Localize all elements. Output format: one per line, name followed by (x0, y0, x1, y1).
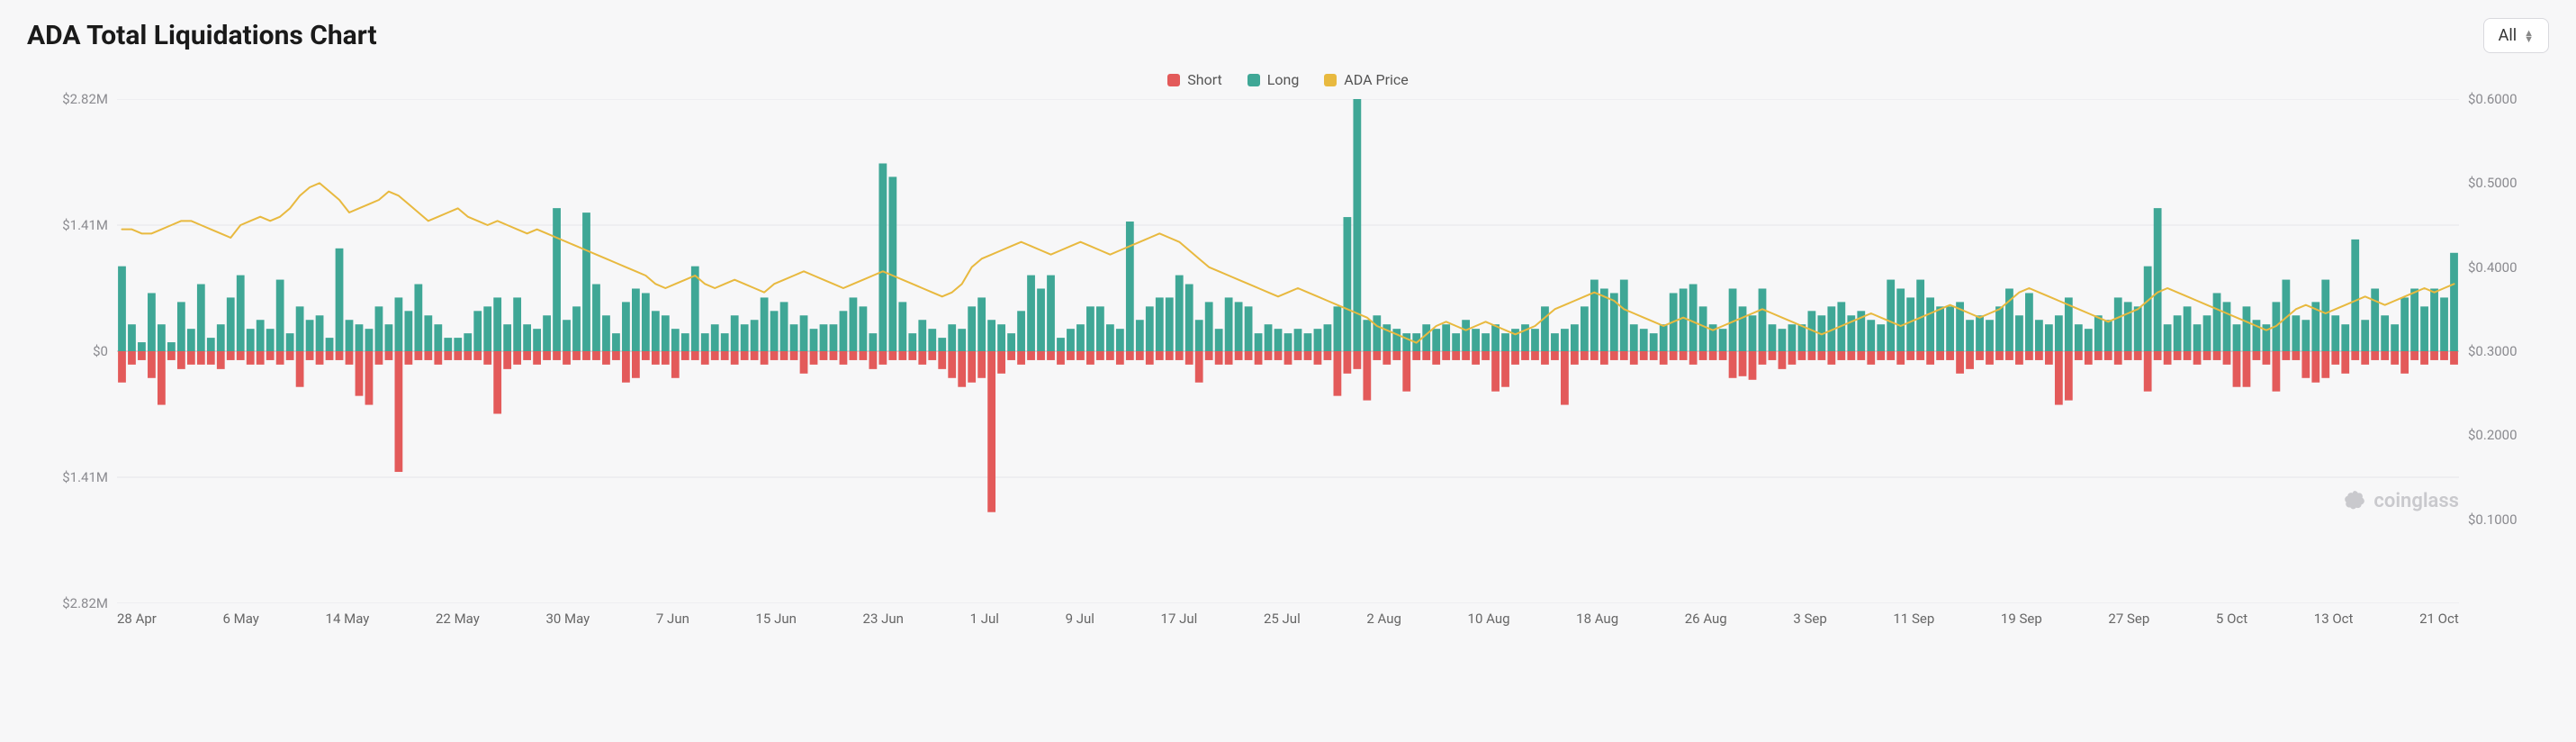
chart-body: $2.82M$1.41M$0$1.41M$2.82M coinglass $0.… (27, 99, 2549, 603)
liquidations-chart-container: ADA Total Liquidations Chart All ▲▼ Shor… (27, 18, 2549, 627)
x-tick-label: 3 Sep (1793, 611, 1826, 627)
y-right-tick: $0.1000 (2468, 511, 2549, 528)
x-tick-label: 11 Sep (1893, 611, 1934, 627)
chart-title: ADA Total Liquidations Chart (27, 20, 377, 51)
legend-label-long: Long (1267, 71, 1300, 88)
x-tick-label: 28 Apr (117, 611, 157, 627)
y-left-tick: $0 (27, 343, 108, 359)
x-tick-label: 6 May (223, 611, 259, 627)
x-axis-labels: 28 Apr 6 May 14 May 22 May 30 May 7 Jun 15 Jun… (117, 611, 2459, 627)
x-tick-label: 9 Jul (1066, 611, 1094, 627)
x-tick-label: 19 Sep (2001, 611, 2042, 627)
chart-legend: Short Long ADA Price (27, 71, 2549, 88)
x-tick-label: 26 Aug (1685, 611, 1727, 627)
legend-item-price[interactable]: ADA Price (1324, 71, 1408, 88)
x-tick-label: 21 Oct (2419, 611, 2459, 627)
y-right-tick: $0.4000 (2468, 259, 2549, 276)
range-label: All (2499, 26, 2517, 45)
x-tick-label: 17 Jul (1161, 611, 1198, 627)
y-right-tick: $0.6000 (2468, 91, 2549, 107)
range-selector[interactable]: All ▲▼ (2483, 18, 2549, 53)
legend-item-long[interactable]: Long (1247, 71, 1300, 88)
chart-header: ADA Total Liquidations Chart All ▲▼ (27, 18, 2549, 53)
legend-label-short: Short (1187, 71, 1221, 88)
x-tick-label: 15 Jun (756, 611, 797, 627)
chart-plot[interactable] (117, 99, 2459, 603)
updown-icon: ▲▼ (2524, 30, 2534, 42)
x-tick-label: 13 Oct (2314, 611, 2354, 627)
x-tick-label: 14 May (326, 611, 370, 627)
x-tick-label: 7 Jun (656, 611, 689, 627)
y-left-tick: $1.41M (27, 217, 108, 233)
x-tick-label: 10 Aug (1468, 611, 1510, 627)
x-tick-label: 22 May (436, 611, 480, 627)
legend-swatch-price (1324, 74, 1337, 86)
legend-swatch-long (1247, 74, 1260, 86)
y-right-tick: $0.2000 (2468, 427, 2549, 443)
y-right-axis: $0.1000$0.2000$0.3000$0.4000$0.5000$0.60… (2468, 99, 2549, 603)
y-left-tick: $1.41M (27, 469, 108, 485)
y-left-axis: $2.82M$1.41M$0$1.41M$2.82M (27, 99, 108, 603)
y-left-tick: $2.82M (27, 595, 108, 611)
legend-label-price: ADA Price (1344, 71, 1408, 88)
x-tick-label: 2 Aug (1366, 611, 1401, 627)
x-tick-label: 18 Aug (1576, 611, 1618, 627)
x-tick-label: 1 Jul (970, 611, 999, 627)
x-tick-label: 5 Oct (2216, 611, 2247, 627)
y-right-tick: $0.3000 (2468, 343, 2549, 359)
x-tick-label: 23 Jun (863, 611, 904, 627)
y-right-tick: $0.5000 (2468, 175, 2549, 191)
y-left-tick: $2.82M (27, 91, 108, 107)
x-tick-label: 30 May (545, 611, 590, 627)
x-tick-label: 27 Sep (2108, 611, 2149, 627)
legend-item-short[interactable]: Short (1167, 71, 1221, 88)
legend-swatch-short (1167, 74, 1180, 86)
x-tick-label: 25 Jul (1264, 611, 1301, 627)
plot-wrapper: coinglass (117, 99, 2459, 603)
